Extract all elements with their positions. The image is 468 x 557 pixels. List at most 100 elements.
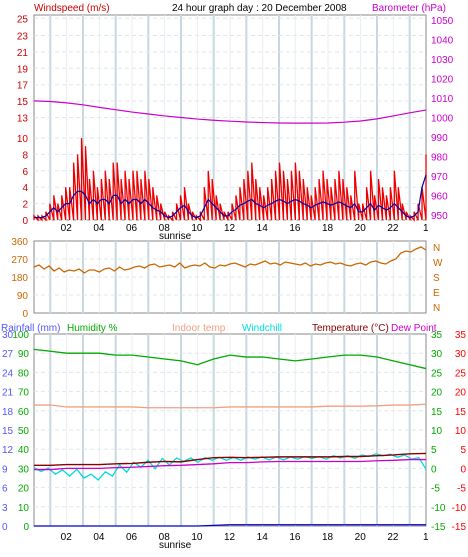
wind-y-tick: 2 xyxy=(22,200,28,211)
sunrise-label-bottom: sunrise xyxy=(159,540,192,551)
pressure-y-tick: 960 xyxy=(431,192,448,203)
sunrise-label-top: sunrise xyxy=(159,231,192,242)
pressure-y-tick: 950 xyxy=(431,211,448,222)
humidity-y-tick: 70 xyxy=(18,388,30,399)
pressure-y-tick: 1050 xyxy=(431,16,454,27)
humidity-y-tick: 80 xyxy=(18,368,30,379)
temp-y-tick-outer: 10 xyxy=(455,426,467,437)
x-tick-label-top: 16 xyxy=(289,223,301,234)
humidity-y-tick: 50 xyxy=(18,426,30,437)
rain-y-tick: 3 xyxy=(2,503,8,514)
wind-y-tick: 23 xyxy=(17,32,29,43)
x-tick-label-bottom: 22 xyxy=(387,532,399,543)
indoor-temp-series xyxy=(34,403,427,409)
wind-y-tick: 8 xyxy=(22,150,28,161)
compass-label: N xyxy=(433,243,440,254)
temp-y-tick-inner: 10 xyxy=(431,426,443,437)
dewpoint-label: Dew Point xyxy=(391,323,437,334)
average-wind-series xyxy=(34,174,427,219)
graph-title: 24 hour graph day : 20 December 2008 xyxy=(172,3,347,14)
rain-y-tick: 0 xyxy=(2,522,8,533)
direction-y-tick: 90 xyxy=(17,291,29,302)
windchill-label: Windchill xyxy=(242,323,282,334)
humidity-y-tick: 10 xyxy=(18,503,30,514)
temp-y-tick-inner: 25 xyxy=(431,368,443,379)
humidity-label: Humidity % xyxy=(67,323,118,334)
x-tick-label-top: 04 xyxy=(93,223,105,234)
temp-y-tick-outer: 30 xyxy=(455,349,467,360)
pressure-y-tick: 1040 xyxy=(431,35,454,46)
rain-y-tick: 18 xyxy=(2,407,14,418)
wind-y-tick: 15 xyxy=(17,97,29,108)
x-tick-label-bottom: 16 xyxy=(289,532,301,543)
x-tick-label-top: 06 xyxy=(126,223,138,234)
x-tick-label-top: 18 xyxy=(322,223,334,234)
x-tick-label-bottom: 08 xyxy=(159,532,171,543)
x-tick-label-bottom: 06 xyxy=(126,532,138,543)
rain-y-tick: 27 xyxy=(2,349,14,360)
barometer-title: Barometer (hPa) xyxy=(372,3,446,14)
temp-y-tick-outer: 0 xyxy=(460,464,466,475)
wind-y-tick: 4 xyxy=(22,183,28,194)
dewpoint-series xyxy=(34,458,426,471)
temperature-series xyxy=(34,452,427,467)
wind-y-tick: 19 xyxy=(17,64,29,75)
wind-y-tick: 0 xyxy=(22,216,28,227)
temp-y-tick-inner: -10 xyxy=(431,503,446,514)
x-tick-label-top: 08 xyxy=(159,223,171,234)
direction-y-tick: 360 xyxy=(11,237,28,248)
humidity-y-tick: 40 xyxy=(18,445,30,456)
x-tick-label-bottom: 1 xyxy=(423,532,429,543)
temp-y-tick-inner: 20 xyxy=(431,388,443,399)
humidity-y-tick: 0 xyxy=(23,522,29,533)
x-tick-label-bottom: 14 xyxy=(257,532,269,543)
x-tick-label-bottom: 20 xyxy=(355,532,367,543)
temp-y-tick-outer: 20 xyxy=(455,388,467,399)
rain-y-tick: 12 xyxy=(2,445,14,456)
temp-y-tick-inner: 0 xyxy=(431,464,437,475)
wind-y-tick: 6 xyxy=(22,167,28,178)
x-tick-label-bottom: 12 xyxy=(224,532,236,543)
plot-series xyxy=(33,100,427,527)
wind-y-tick: 21 xyxy=(17,48,29,59)
humidity-y-tick: 100 xyxy=(12,330,29,341)
axis-labels: 0202040406060808101012121414161618182020… xyxy=(2,14,466,543)
temp-y-tick-outer: 35 xyxy=(455,330,467,341)
direction-y-tick: 0 xyxy=(22,309,28,320)
temp-y-tick-inner: 35 xyxy=(431,330,443,341)
direction-y-tick: 180 xyxy=(11,273,28,284)
x-tick-label-bottom: 02 xyxy=(61,532,73,543)
temp-y-tick-outer: 5 xyxy=(460,445,466,456)
compass-label: N xyxy=(433,303,440,314)
windspeed-title: Windspeed (m/s) xyxy=(34,3,110,14)
x-tick-label-bottom: 10 xyxy=(191,532,203,543)
pressure-y-tick: 980 xyxy=(431,153,448,164)
x-tick-label-top: 14 xyxy=(257,223,269,234)
compass-label: E xyxy=(433,288,440,299)
wind-y-tick: 13 xyxy=(17,114,29,125)
rain-y-tick: 6 xyxy=(2,484,8,495)
pressure-y-tick: 1000 xyxy=(431,114,454,125)
temp-y-tick-inner: 15 xyxy=(431,407,443,418)
temp-y-tick-inner: 30 xyxy=(431,349,443,360)
gust-series xyxy=(33,137,427,222)
temp-y-tick-outer: -10 xyxy=(452,503,467,514)
compass-label: S xyxy=(433,273,440,284)
wind-y-tick: 25 xyxy=(17,14,29,25)
x-tick-label-top: 20 xyxy=(355,223,367,234)
pressure-series xyxy=(33,100,427,124)
rainfall-label: Rainfall (mm) xyxy=(1,323,60,334)
x-tick-label-top: 12 xyxy=(224,223,236,234)
direction-y-tick: 270 xyxy=(11,255,28,266)
wind-y-tick: 17 xyxy=(17,81,29,92)
rain-y-tick: 30 xyxy=(2,330,14,341)
humidity-y-tick: 30 xyxy=(18,464,30,475)
rainfall-series xyxy=(34,524,426,527)
pressure-y-tick: 1030 xyxy=(431,55,454,66)
temp-y-tick-outer: 25 xyxy=(455,368,467,379)
pressure-y-tick: 970 xyxy=(431,172,448,183)
rain-y-tick: 9 xyxy=(2,464,8,475)
temp-y-tick-inner: -15 xyxy=(431,522,446,533)
